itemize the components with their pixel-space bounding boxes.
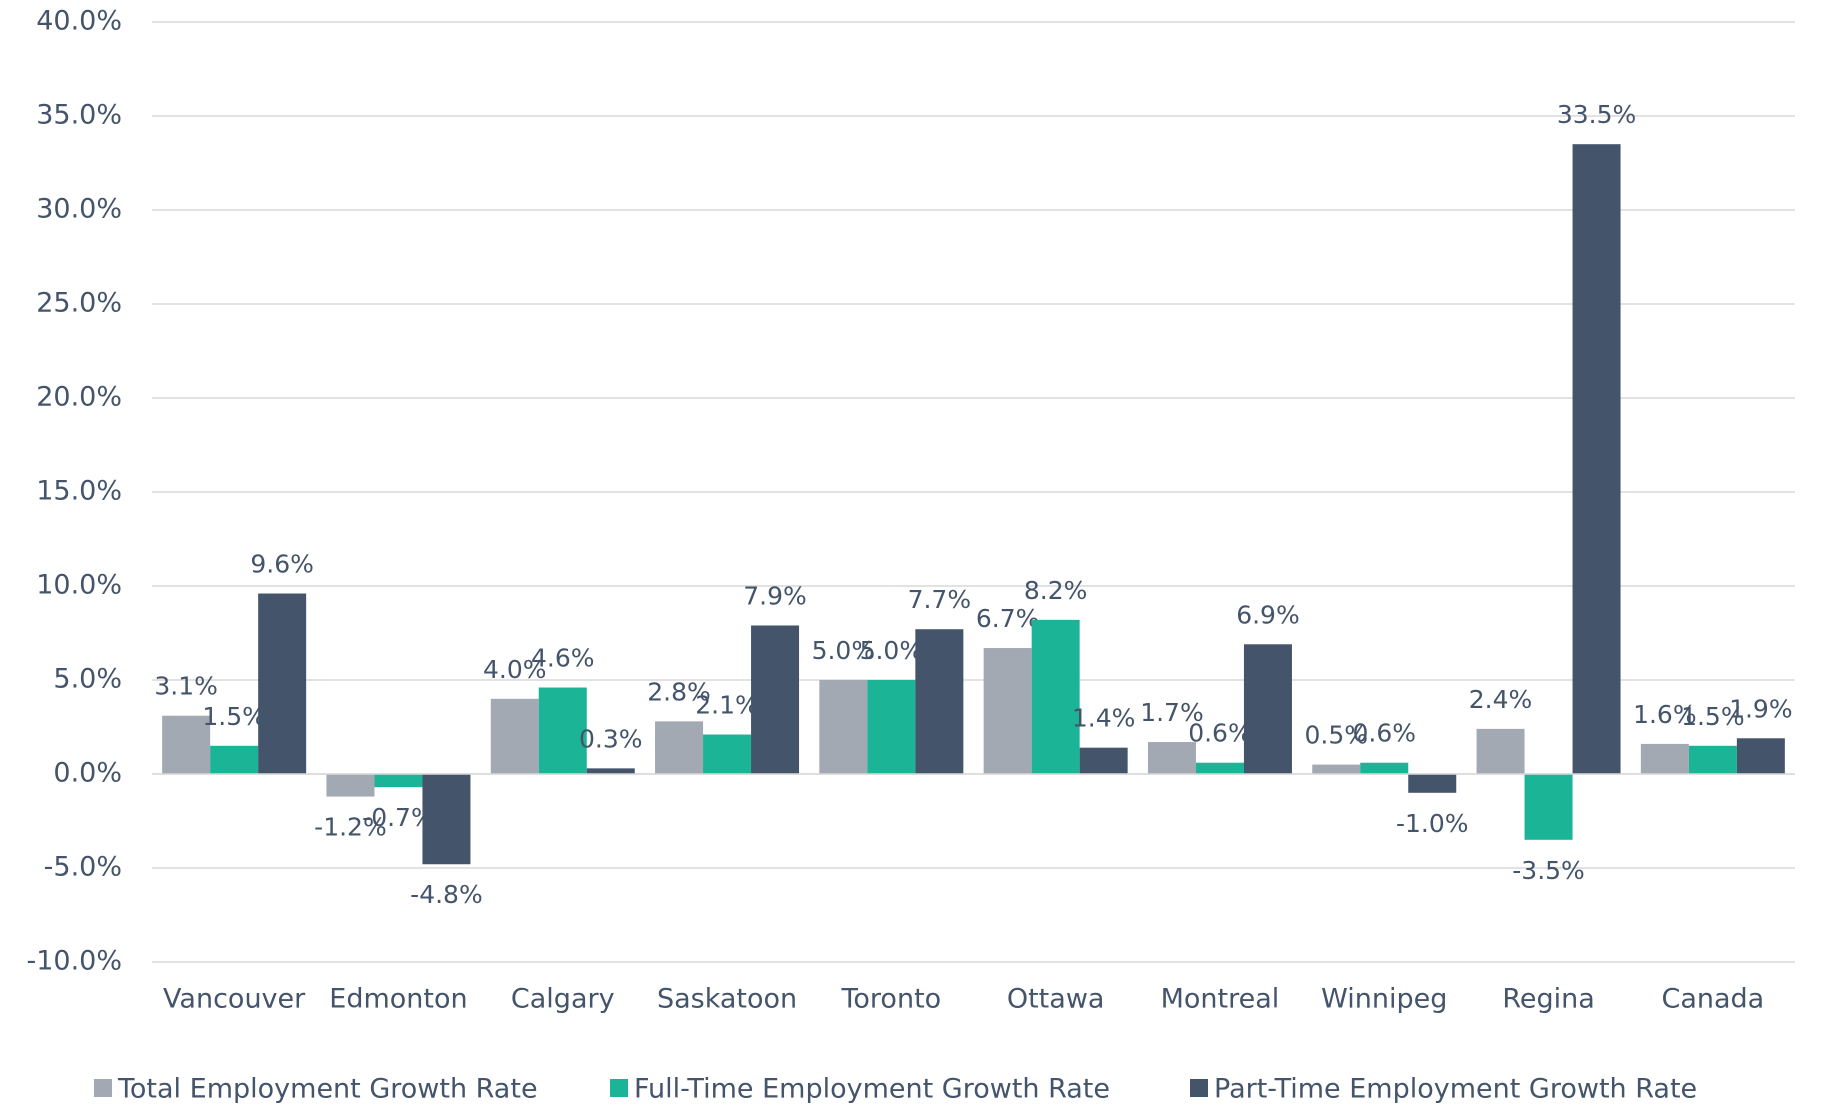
bar — [1476, 728, 1525, 774]
legend-marker — [610, 1079, 628, 1097]
x-tick-label: Montreal — [1161, 984, 1280, 1015]
bar — [1312, 764, 1361, 774]
data-label: 1.9% — [1729, 694, 1793, 723]
bar — [586, 768, 635, 774]
bar — [983, 648, 1032, 774]
data-label: 0.5% — [1304, 721, 1368, 750]
x-tick-label: Regina — [1502, 984, 1594, 1015]
legend-label: Total Employment Growth Rate — [117, 1074, 538, 1105]
legend-marker — [1190, 1079, 1208, 1097]
data-label: 33.5% — [1557, 100, 1636, 129]
bar — [490, 698, 539, 774]
legend-marker — [94, 1079, 112, 1097]
y-tick-label: -5.0% — [44, 852, 122, 883]
bar — [1736, 738, 1785, 774]
bar — [751, 625, 800, 774]
bar — [1195, 762, 1244, 774]
bar — [655, 721, 704, 774]
bar — [819, 680, 868, 774]
data-label: 9.6% — [250, 550, 314, 579]
legend-label: Full-Time Employment Growth Rate — [634, 1074, 1110, 1105]
x-tick-label: Winnipeg — [1321, 984, 1447, 1015]
data-label: 1.6% — [1633, 700, 1697, 729]
data-label: 5.0% — [812, 636, 876, 665]
data-label: 0.6% — [1352, 719, 1416, 748]
bar — [915, 629, 964, 774]
bar — [1079, 747, 1128, 774]
bar — [162, 715, 211, 774]
bar — [1688, 745, 1737, 774]
data-label: -3.5% — [1512, 856, 1585, 885]
data-label: 8.2% — [1024, 576, 1088, 605]
bar — [867, 680, 916, 774]
x-tick-label: Saskatoon — [657, 984, 797, 1015]
bar — [1243, 644, 1292, 774]
data-label: 2.4% — [1469, 685, 1533, 714]
bar — [1031, 619, 1080, 774]
bar — [703, 734, 752, 774]
legend-label: Part-Time Employment Growth Rate — [1214, 1074, 1697, 1105]
data-label: 1.5% — [1681, 702, 1745, 731]
data-label: 1.4% — [1072, 704, 1136, 733]
bar — [538, 687, 587, 774]
data-label: -4.8% — [410, 880, 483, 909]
data-label: 4.6% — [531, 644, 595, 673]
data-label: 7.7% — [908, 585, 972, 614]
bar — [1408, 774, 1457, 793]
data-label: 2.8% — [647, 677, 711, 706]
x-tick-label: Edmonton — [329, 984, 467, 1015]
x-tick-label: Vancouver — [163, 984, 306, 1015]
data-label: 0.6% — [1188, 719, 1252, 748]
bar — [1360, 762, 1409, 774]
y-tick-label: 40.0% — [36, 6, 122, 37]
y-tick-label: 35.0% — [36, 100, 122, 131]
data-label: -1.0% — [1396, 809, 1469, 838]
data-label: 7.9% — [743, 581, 807, 610]
bar — [1524, 774, 1573, 840]
data-label: 6.9% — [1236, 600, 1300, 629]
y-tick-label: 25.0% — [36, 288, 122, 319]
y-tick-label: 5.0% — [53, 664, 122, 695]
x-tick-label: Toronto — [841, 984, 942, 1015]
data-label: 2.1% — [695, 691, 759, 720]
y-tick-label: 15.0% — [36, 476, 122, 507]
data-label: 6.7% — [976, 604, 1040, 633]
y-tick-label: 20.0% — [36, 382, 122, 413]
bar — [258, 593, 307, 774]
y-tick-label: -10.0% — [26, 946, 122, 977]
x-tick-label: Canada — [1661, 984, 1764, 1015]
x-tick-label: Calgary — [511, 984, 615, 1015]
bar — [422, 774, 471, 865]
bar — [1147, 742, 1196, 774]
data-label: 1.5% — [202, 702, 266, 731]
y-tick-label: 0.0% — [53, 758, 122, 789]
y-tick-label: 10.0% — [36, 570, 122, 601]
bar — [374, 774, 423, 788]
bar — [1640, 743, 1689, 774]
data-label: 5.0% — [860, 636, 924, 665]
data-label: 4.0% — [483, 655, 547, 684]
data-label: 0.3% — [579, 724, 643, 753]
bar — [1572, 144, 1621, 774]
x-tick-label: Ottawa — [1007, 984, 1105, 1015]
bar — [210, 745, 259, 774]
y-tick-label: 30.0% — [36, 194, 122, 225]
data-label: 1.7% — [1140, 698, 1204, 727]
data-label: 3.1% — [154, 672, 218, 701]
data-label: -1.2% — [314, 813, 387, 842]
bar — [326, 774, 375, 797]
